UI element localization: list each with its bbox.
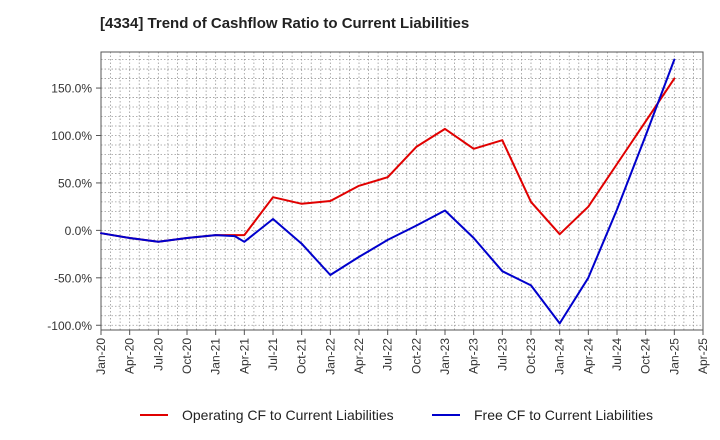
legend: Operating CF to Current Liabilities Free…	[0, 400, 720, 430]
y-tick-label: 100.0%	[51, 129, 92, 143]
x-tick-label: Jul-20	[151, 338, 165, 371]
plot-frame	[100, 51, 704, 331]
y-tick-label: -50.0%	[54, 271, 92, 285]
y-tick-label: 0.0%	[65, 224, 93, 238]
line-chart: -100.0% -50.0% 0.0% 50.0% 100.0% 150.0% Jan-20…	[47, 51, 710, 375]
legend-item-free-cf: Free CF to Current Liabilities	[432, 405, 653, 425]
y-tick-label: -100.0%	[47, 319, 92, 333]
plot-area	[101, 52, 703, 330]
legend-label-free-cf: Free CF to Current Liabilities	[474, 407, 653, 423]
x-tick-label: Apr-22	[352, 338, 366, 374]
x-tick-label: Jul-21	[266, 338, 280, 371]
series-line-free-cf	[100, 58, 676, 325]
x-tick-label: Apr-21	[237, 338, 251, 374]
x-tick-label: Oct-20	[180, 338, 194, 374]
y-tick-label: 150.0%	[51, 82, 92, 96]
x-tick-label: Oct-24	[639, 338, 653, 374]
x-tick-label: Jul-23	[495, 338, 509, 371]
x-tick-label: Jan-23	[438, 338, 452, 375]
x-tick-label: Jan-24	[553, 338, 567, 375]
x-tick-label: Apr-20	[123, 338, 137, 374]
x-tick-label: Jan-22	[323, 338, 337, 375]
x-tick-label: Oct-22	[409, 338, 423, 374]
legend-swatch-operating-cf	[140, 414, 168, 416]
x-tick-label: Jan-21	[209, 338, 223, 375]
x-tick-label: Jul-22	[381, 338, 395, 371]
x-tick-label: Oct-23	[524, 338, 538, 374]
legend-label-operating-cf: Operating CF to Current Liabilities	[182, 407, 394, 423]
legend-swatch-free-cf	[432, 414, 460, 416]
x-tick-label: Jul-24	[610, 338, 624, 371]
x-tick-label: Apr-23	[467, 338, 481, 374]
chart-title: [4334] Trend of Cashflow Ratio to Curren…	[100, 15, 470, 32]
legend-item-operating-cf: Operating CF to Current Liabilities	[140, 405, 394, 425]
x-tick-label: Oct-21	[295, 338, 309, 374]
x-tick-label: Jan-20	[94, 338, 108, 375]
y-tick-label: 50.0%	[58, 176, 92, 190]
x-tick-label: Apr-24	[581, 338, 595, 374]
x-tick-label: Apr-25	[696, 338, 710, 374]
x-tick-label: Jan-25	[667, 338, 681, 375]
